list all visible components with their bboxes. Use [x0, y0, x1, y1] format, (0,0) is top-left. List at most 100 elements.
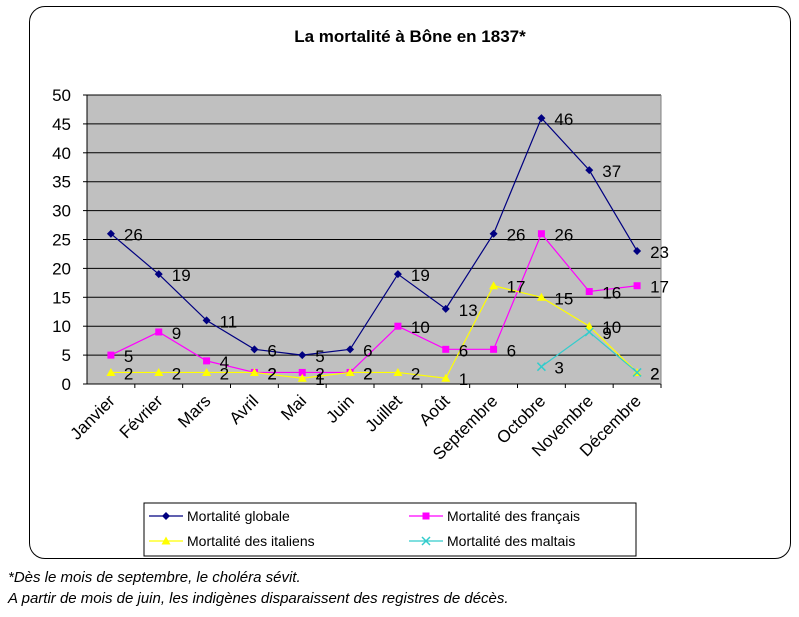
series-line: [110, 285, 638, 379]
data-point: [249, 367, 259, 376]
data-label: 2: [363, 364, 372, 383]
data-point: [537, 230, 545, 238]
y-tick-label: 10: [52, 317, 71, 336]
gridlines: [87, 94, 661, 385]
data-point: [584, 327, 594, 337]
x-tick-label: Février: [116, 391, 167, 442]
x-tick-label: Avril: [226, 391, 263, 428]
data-label: 6: [363, 341, 372, 360]
data-point: [489, 229, 498, 238]
y-tick-label: 35: [52, 173, 71, 192]
data-label: 5: [124, 347, 133, 366]
data-label: 2: [650, 364, 659, 383]
legend-entry-2: Mortalité des français: [409, 508, 580, 524]
x-tick-label: Janvier: [67, 391, 119, 443]
legend-label: Mortalité des français: [447, 508, 580, 524]
data-label: 17: [507, 278, 526, 297]
data-point: [536, 362, 546, 372]
data-point: [154, 367, 164, 376]
data-label: 17: [650, 278, 669, 297]
data-point: [162, 512, 170, 520]
data-point: [393, 270, 402, 279]
series-3: [106, 281, 642, 382]
y-tick-label: 15: [52, 288, 71, 307]
data-point: [490, 345, 498, 353]
data-point: [250, 345, 259, 354]
y-tick-label: 40: [52, 144, 71, 163]
data-label: 2: [363, 364, 372, 383]
legend-label: Mortalité des maltais: [447, 533, 575, 549]
data-point: [536, 292, 546, 301]
data-label: 2: [220, 364, 229, 383]
x-tick-label: Mars: [174, 391, 214, 431]
x-tick-label: Mai: [277, 391, 310, 424]
data-point: [421, 536, 431, 546]
data-point: [393, 367, 403, 376]
legend-entry-4: Mortalité des maltais: [409, 533, 575, 549]
data-point: [203, 357, 211, 365]
data-label: 6: [459, 341, 468, 360]
data-point: [106, 229, 115, 238]
x-tick-label: Juin: [322, 391, 357, 426]
data-label: 5: [315, 347, 324, 366]
data-label: 11: [220, 312, 238, 331]
data-point: [202, 316, 211, 325]
data-label: 10: [602, 318, 621, 337]
y-tick-label: 25: [52, 231, 71, 250]
data-point: [155, 328, 163, 336]
data-label: 26: [124, 226, 143, 245]
legend-label: Mortalité globale: [187, 508, 290, 524]
chart-title: La mortalité à Bône en 1837*: [294, 27, 526, 46]
legend-entry-1: Mortalité globale: [149, 508, 290, 524]
series-line: [110, 117, 638, 356]
data-label: 26: [554, 226, 573, 245]
series-4: [536, 327, 642, 377]
data-label: 2: [315, 364, 324, 383]
data-label: 19: [172, 266, 191, 285]
data-point: [298, 351, 307, 360]
data-label: 3: [554, 359, 563, 378]
series-1: [106, 114, 642, 360]
legend: Mortalité globale Mortalité des français M…: [143, 502, 637, 557]
data-label: 2: [172, 364, 181, 383]
y-tick-label: 20: [52, 259, 71, 278]
x-tick-label: Août: [415, 391, 453, 429]
data-point: [394, 322, 402, 330]
data-point: [441, 373, 451, 382]
data-label: 2: [267, 364, 276, 383]
data-label: 2: [650, 364, 659, 383]
footnote-cholera: *Dès le mois de septembre, le choléra sé…: [8, 569, 301, 586]
series-line: [110, 232, 638, 374]
data-label: 1: [315, 370, 324, 389]
data-label: 19: [411, 266, 430, 285]
data-label: 46: [554, 110, 573, 129]
y-tick-label: 50: [52, 86, 71, 105]
data-point: [345, 367, 355, 376]
data-label: 4: [220, 353, 229, 372]
data-label: 1: [459, 370, 468, 389]
x-tick-label: Juillet: [362, 391, 406, 435]
data-point: [422, 512, 430, 520]
legend-label: Mortalité des italiens: [187, 533, 315, 549]
data-point: [633, 282, 641, 290]
data-label: 13: [459, 301, 478, 320]
data-label: 26: [507, 226, 526, 245]
data-point: [442, 345, 450, 353]
data-label: 6: [507, 341, 516, 360]
data-label: 9: [172, 324, 181, 343]
data-label: 2: [267, 364, 276, 383]
data-point: [537, 114, 546, 123]
legend-box: [143, 502, 637, 557]
data-label: 2: [124, 364, 133, 383]
data-label: 15: [554, 289, 573, 308]
data-label: 16: [602, 284, 621, 303]
y-tick-label: 30: [52, 202, 71, 221]
data-point: [346, 345, 355, 354]
data-point: [585, 288, 593, 296]
data-label: 6: [267, 341, 276, 360]
y-tick-label: 45: [52, 115, 71, 134]
y-tick-label: 0: [62, 375, 71, 394]
data-point: [298, 368, 306, 376]
